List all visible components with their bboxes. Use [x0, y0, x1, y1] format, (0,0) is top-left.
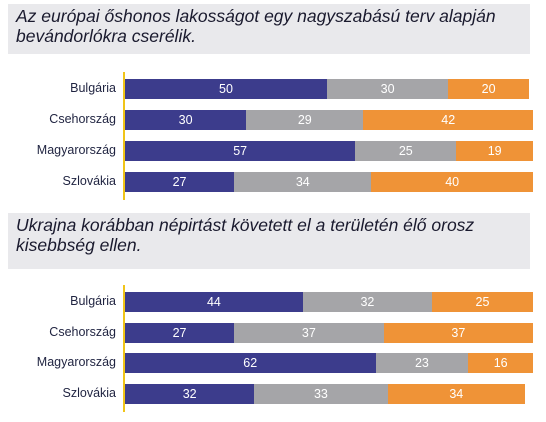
- bar-segment: 27: [125, 172, 235, 192]
- bar-segment: 27: [125, 323, 235, 343]
- bar-segment: 33: [254, 384, 388, 404]
- data-label: 29: [297, 113, 312, 127]
- data-label: 25: [398, 144, 413, 158]
- data-label: 23: [414, 356, 429, 370]
- data-label: 37: [301, 326, 316, 340]
- bar-segment: 30: [327, 79, 449, 99]
- data-label: 16: [493, 356, 508, 370]
- data-label: 34: [295, 175, 310, 189]
- bar-segment: 16: [468, 353, 533, 373]
- bar-segment: 23: [375, 353, 469, 373]
- bar-segment: 44: [125, 292, 303, 312]
- data-label: 44: [206, 295, 221, 309]
- data-label: 62: [243, 356, 258, 370]
- category-label: Szlovákia: [62, 174, 117, 188]
- bar-segment: 42: [363, 110, 534, 130]
- data-label: 20: [481, 82, 496, 96]
- category-label: Bulgária: [70, 81, 116, 95]
- bar-segment: 62: [125, 353, 376, 373]
- category-label: Magyarország: [36, 355, 116, 369]
- data-label: 25: [475, 295, 490, 309]
- category-label: Csehország: [49, 325, 116, 339]
- data-label: 57: [233, 144, 248, 158]
- bar-segment: 25: [355, 141, 457, 161]
- data-label: 33: [313, 387, 328, 401]
- bar-segment: 25: [432, 292, 533, 312]
- bar-segment: 37: [383, 323, 534, 343]
- chart-title: Az európai őshonos lakosságot egy nagysz…: [16, 6, 496, 46]
- data-label: 37: [451, 326, 466, 340]
- data-label: 27: [172, 326, 187, 340]
- bar-segment: 32: [302, 292, 433, 312]
- data-label: 34: [449, 387, 464, 401]
- bar-segment: 19: [456, 141, 534, 161]
- category-axis-line: [123, 285, 125, 412]
- bar-segment: 29: [246, 110, 364, 130]
- bar-segment: 34: [234, 172, 372, 192]
- category-label: Csehország: [49, 112, 116, 126]
- data-label: 32: [360, 295, 375, 309]
- chart-title-band: Ukrajna korábban népirtást követett el a…: [8, 213, 530, 269]
- data-label: 32: [182, 387, 197, 401]
- bar-segment: 37: [234, 323, 384, 343]
- category-label: Magyarország: [36, 143, 116, 157]
- data-label: 27: [172, 175, 187, 189]
- bar-segment: 50: [125, 79, 327, 99]
- data-label: 30: [380, 82, 395, 96]
- bar-segment: 34: [387, 384, 525, 404]
- data-label: 50: [219, 82, 233, 96]
- chart-title-band: Az európai őshonos lakosságot egy nagysz…: [8, 4, 530, 54]
- category-label: Bulgária: [70, 294, 116, 308]
- bar-segment: 57: [125, 141, 356, 161]
- data-label: 19: [487, 144, 502, 158]
- data-label: 30: [178, 113, 193, 127]
- data-label: 42: [441, 113, 456, 127]
- data-label: 40: [445, 175, 460, 189]
- chart-title: Ukrajna korábban népirtást követett el a…: [16, 215, 475, 255]
- category-label: Szlovákia: [62, 386, 117, 400]
- bar-segment: 30: [125, 110, 247, 130]
- category-axis-line: [123, 72, 125, 200]
- bar-segment: 20: [448, 79, 529, 99]
- bar-segment: 32: [125, 384, 255, 404]
- bar-segment: 40: [371, 172, 533, 192]
